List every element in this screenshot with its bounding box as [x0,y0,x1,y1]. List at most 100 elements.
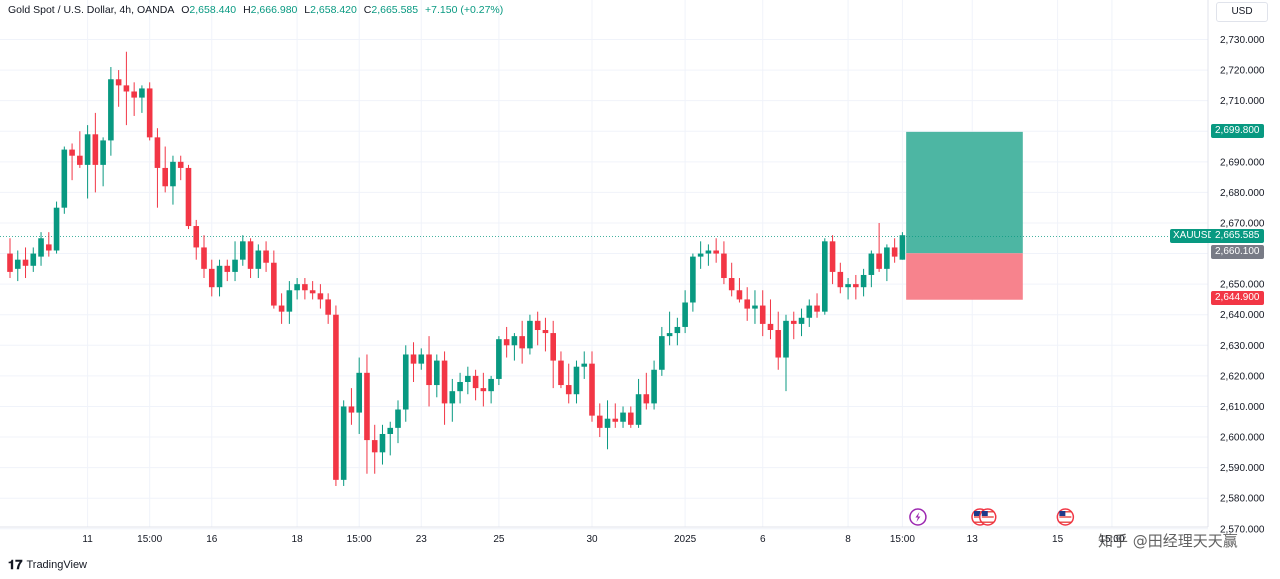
symbol-price-tag: XAUUSD [1170,229,1218,243]
time-tick-label: 15:00 [347,534,372,545]
candle-up [659,336,665,370]
tv-logo-icon: 𝟏𝟕 [8,557,23,572]
candle-down [92,134,99,165]
time-tick-label: 30 [586,534,598,545]
candle-down [69,149,75,156]
lightning-icon[interactable] [909,508,927,526]
candle-down [612,418,619,422]
price-tick-label: 2,670.000 [1220,218,1265,229]
time-tick-label: 15:00 [890,534,915,545]
candle-down [759,305,766,324]
price-tick-label: 2,680.000 [1220,188,1265,199]
candle-up [666,333,673,337]
loss-zone [906,253,1023,300]
candle-down [115,79,122,86]
candle-up [402,354,409,410]
candle-up [61,149,68,208]
candle-up [255,250,262,269]
candle-down [643,394,650,404]
candle-up [705,250,712,254]
candle-up [527,320,533,349]
candle-down [333,314,339,480]
candle-up [356,372,362,413]
candle-up [53,207,60,251]
symbol-title[interactable]: Gold Spot / U.S. Dollar, 4h, OANDA [8,4,175,16]
time-tick-label: 6 [760,534,766,545]
close-value: 2,665.585 [371,4,419,16]
candle-down [596,415,603,428]
candle-down [247,241,254,269]
candle-up [682,302,688,327]
candle-up [798,317,805,324]
candle-up [752,305,758,309]
candle-down [208,268,215,288]
currency-selector[interactable]: USD [1216,2,1268,22]
price-tick-label: 2,640.000 [1220,310,1265,321]
candle-down [426,354,432,386]
candle-up [465,375,471,382]
tradingview-logo[interactable]: 𝟏𝟕 TradingView [8,557,87,573]
candle-down [410,354,417,364]
price-tick-label: 2,570.000 [1220,524,1265,535]
price-tick-label: 2,610.000 [1220,402,1265,413]
candle-up [581,363,588,367]
candle-down [185,167,192,227]
candle-down [728,278,735,291]
candle-up [108,79,114,141]
last-price-label: 2,665.585 [1211,229,1264,243]
candle-up [38,238,44,257]
candle-down [472,375,479,389]
candle-down [201,247,207,269]
candle-up [294,284,300,291]
time-tick-label: 23 [416,534,428,545]
time-tick-label: 18 [292,534,304,545]
candle-down [534,320,541,331]
stop-price-label: 2,644.900 [1211,291,1264,305]
candle-down [309,290,316,294]
candle-down [154,137,161,168]
candle-down [736,290,743,300]
candle-down [271,262,277,306]
profit-zone [906,131,1023,254]
target-price-label: 2,699.800 [1211,124,1264,138]
candle-down [263,250,269,263]
price-tick-label: 2,720.000 [1220,66,1265,77]
candle-down [503,339,510,346]
candle-up [286,290,293,312]
candle-down [628,412,634,425]
candle-down [519,336,525,349]
candle-up [139,88,145,98]
candle-up [232,259,238,272]
candle-up [240,241,246,260]
candle-up [457,381,463,392]
time-tick-label: 13 [967,534,979,545]
low-value: 2,658.420 [310,4,357,16]
candle-down [123,85,130,92]
candle-down [278,305,285,312]
candle-down [371,440,378,453]
open-label: O [181,4,190,16]
candle-up [100,140,106,165]
candle-up [845,284,851,288]
candle-down [317,293,324,300]
candle-down [721,253,727,279]
candle-down [853,284,859,288]
candle-down [146,88,153,138]
candle-up [806,305,813,318]
candle-down [837,271,844,288]
candle-down [162,167,168,187]
low-label: L [304,4,311,16]
price-tick-label: 2,710.000 [1220,96,1265,107]
candle-down [542,330,549,334]
change-value: +7.150 (+0.27%) [425,4,504,16]
time-tick-label: 16 [206,534,218,545]
candle-down [7,253,13,272]
candle-up [690,256,696,303]
us-flag-icon[interactable] [979,508,997,526]
candle-up [488,378,494,392]
us-flag-icon[interactable] [1056,508,1075,526]
candle-up [860,274,867,288]
candle-up [496,339,502,379]
candle-up [884,247,890,269]
